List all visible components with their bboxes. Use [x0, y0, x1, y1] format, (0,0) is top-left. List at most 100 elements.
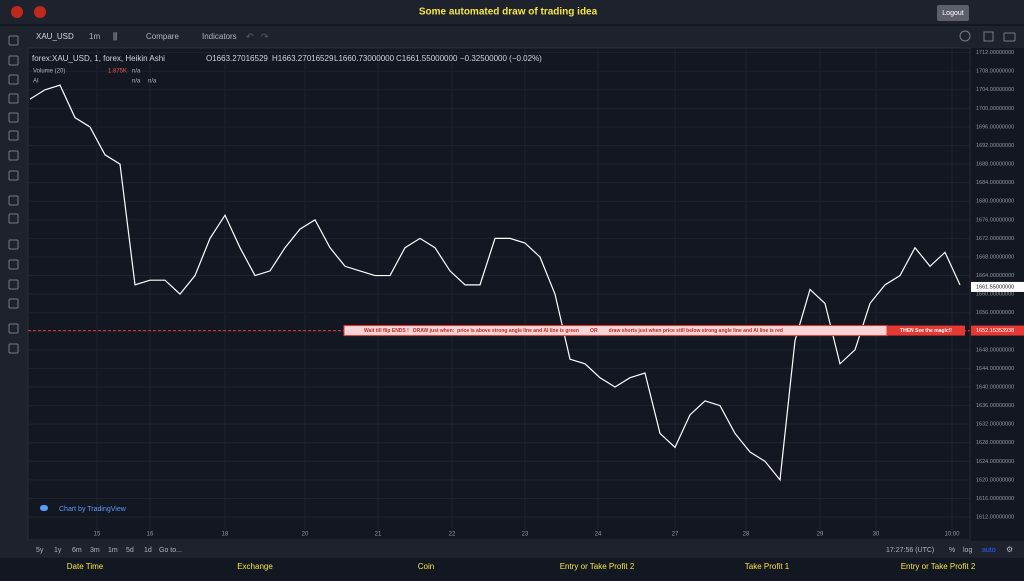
legend-volume: Volume (20) [33, 69, 65, 75]
x-tick-label: 23 [522, 532, 529, 538]
range-button[interactable]: 1y [54, 547, 62, 554]
signal-text-2: THEN See the magic!! [900, 328, 952, 334]
tool-icon[interactable] [8, 195, 19, 206]
x-tick-label: 28 [743, 532, 750, 538]
tool-icon[interactable] [8, 74, 19, 85]
undo-icon[interactable]: ↶ [246, 31, 254, 41]
legend-change: −0.32500000 (−0.02%) [460, 54, 542, 63]
footer-label: Coin [418, 562, 434, 571]
tool-icon[interactable] [8, 298, 19, 309]
legend-series: forex:XAU_USD, 1, forex, Heikin Ashi [32, 54, 165, 63]
legend-close: C1661.55000000 [396, 54, 458, 63]
range-button[interactable]: 1d [144, 547, 152, 554]
header-bar [0, 0, 1024, 24]
y-tick-label: 1620.00000000 [976, 477, 1014, 483]
y-tick-label: 1680.00000000 [976, 199, 1014, 205]
y-tick-label: 1664.00000000 [976, 273, 1014, 279]
y-tick-label: 1704.00000000 [976, 87, 1014, 93]
y-tick-label: 1632.00000000 [976, 422, 1014, 428]
legend-low: L1660.73000000 [334, 54, 395, 63]
tool-icon[interactable] [8, 343, 19, 354]
tool-icon[interactable] [8, 55, 19, 66]
footer-label: Exchange [237, 562, 273, 571]
tool-icon[interactable] [8, 150, 19, 161]
legend-volume-na: n/a [132, 69, 141, 75]
y-tick-label: 1700.00000000 [976, 106, 1014, 112]
y-tick-label: 1668.00000000 [976, 254, 1014, 260]
y-tick-label: 1636.00000000 [976, 403, 1014, 409]
redo-icon[interactable]: ↷ [261, 31, 269, 41]
fullscreen-icon[interactable] [983, 31, 994, 42]
drawing-toolbar [0, 26, 28, 558]
y-tick-label: 1644.00000000 [976, 366, 1014, 372]
snapshot-icon[interactable] [1003, 32, 1016, 42]
y-tick-label: 1696.00000000 [976, 124, 1014, 130]
x-tick-label: 30 [873, 532, 880, 538]
price-line [29, 84, 961, 482]
compare-button[interactable]: Compare [146, 32, 179, 41]
plot: 1612.00000000 1616.00000000 1620.00000000 1… [28, 48, 1024, 540]
tool-icon[interactable] [8, 259, 19, 270]
legend-high: H1663.27016529 [272, 54, 334, 63]
auto-toggle[interactable]: auto [982, 547, 996, 554]
log-toggle[interactable]: log [963, 547, 972, 554]
signal-text: Wait till flip ENDS ! DRAW just when: pr… [364, 328, 783, 334]
logo-icon [34, 6, 46, 18]
y-tick-label: 1648.00000000 [976, 347, 1014, 353]
y-tick-label: 1616.00000000 [976, 496, 1014, 502]
tool-icon[interactable] [8, 170, 19, 181]
last-price-tag [971, 281, 1024, 292]
legend-open: O1663.27016529 [206, 54, 268, 63]
tool-icon[interactable] [8, 130, 19, 141]
range-button[interactable]: 3m [90, 547, 100, 554]
logout-button[interactable] [937, 5, 969, 21]
y-tick-label: 1628.00000000 [976, 440, 1014, 446]
legend-ai-na: n/a [132, 79, 141, 85]
y-tick-label: 1672.00000000 [976, 236, 1014, 242]
settings-icon[interactable]: ⚙ [1006, 545, 1013, 554]
range-button[interactable]: 1m [108, 547, 118, 554]
signal-price-tag [971, 325, 1024, 336]
logout-label[interactable]: Logout [942, 10, 963, 17]
legend-ai: AI [33, 79, 39, 85]
y-tick-label: 1684.00000000 [976, 180, 1014, 186]
watermark[interactable]: Chart by TradingView [59, 506, 127, 513]
settings-icon[interactable] [959, 30, 971, 42]
footer-label: Date Time [67, 562, 104, 571]
tool-icon[interactable] [8, 279, 19, 290]
x-tick-label: 21 [375, 532, 382, 538]
interval[interactable]: 1m [89, 32, 100, 41]
footer-label: Entry or Take Profit 2 [560, 562, 635, 571]
tool-icon[interactable] [8, 112, 19, 123]
goto-button[interactable]: Go to... [159, 547, 182, 554]
y-tick-label: 1676.00000000 [976, 217, 1014, 223]
tool-icon[interactable] [8, 35, 19, 46]
y-tick-label: 1692.00000000 [976, 143, 1014, 149]
x-tick-label: 16 [147, 532, 154, 538]
tool-icon[interactable] [8, 93, 19, 104]
footer-label: Take Profit 1 [745, 562, 790, 571]
candle-icon[interactable]: ⫼ [113, 31, 117, 41]
tool-icon[interactable] [8, 213, 19, 224]
tool-icon[interactable] [8, 323, 19, 334]
toolbar [0, 26, 1024, 48]
y-tick-label: 1660.00000000 [976, 292, 1014, 298]
range-button[interactable]: 5y [36, 547, 44, 554]
range-button[interactable]: 5d [126, 547, 134, 554]
percent-toggle[interactable]: % [949, 547, 955, 554]
range-button[interactable]: 6m [72, 547, 82, 554]
y-tick-label: 1624.00000000 [976, 459, 1014, 465]
range-buttons: 5y 1y 6m 3m 1m 5d 1d [36, 547, 152, 554]
symbol[interactable]: XAU_USD [36, 32, 74, 41]
signal-price: 1652.15353938 [976, 328, 1014, 334]
indicators-button[interactable]: Indicators [202, 32, 237, 41]
last-price: 1661.55000000 [976, 284, 1014, 290]
tool-icons [8, 35, 19, 354]
x-tick-label: 29 [817, 532, 824, 538]
legend-ai-na: n/a [148, 79, 157, 85]
footer-label: Entry or Take Profit 2 [901, 562, 976, 571]
tool-icon[interactable] [8, 239, 19, 250]
y-tick-label: 1708.00000000 [976, 69, 1014, 75]
x-tick-label: 15 [94, 532, 101, 538]
